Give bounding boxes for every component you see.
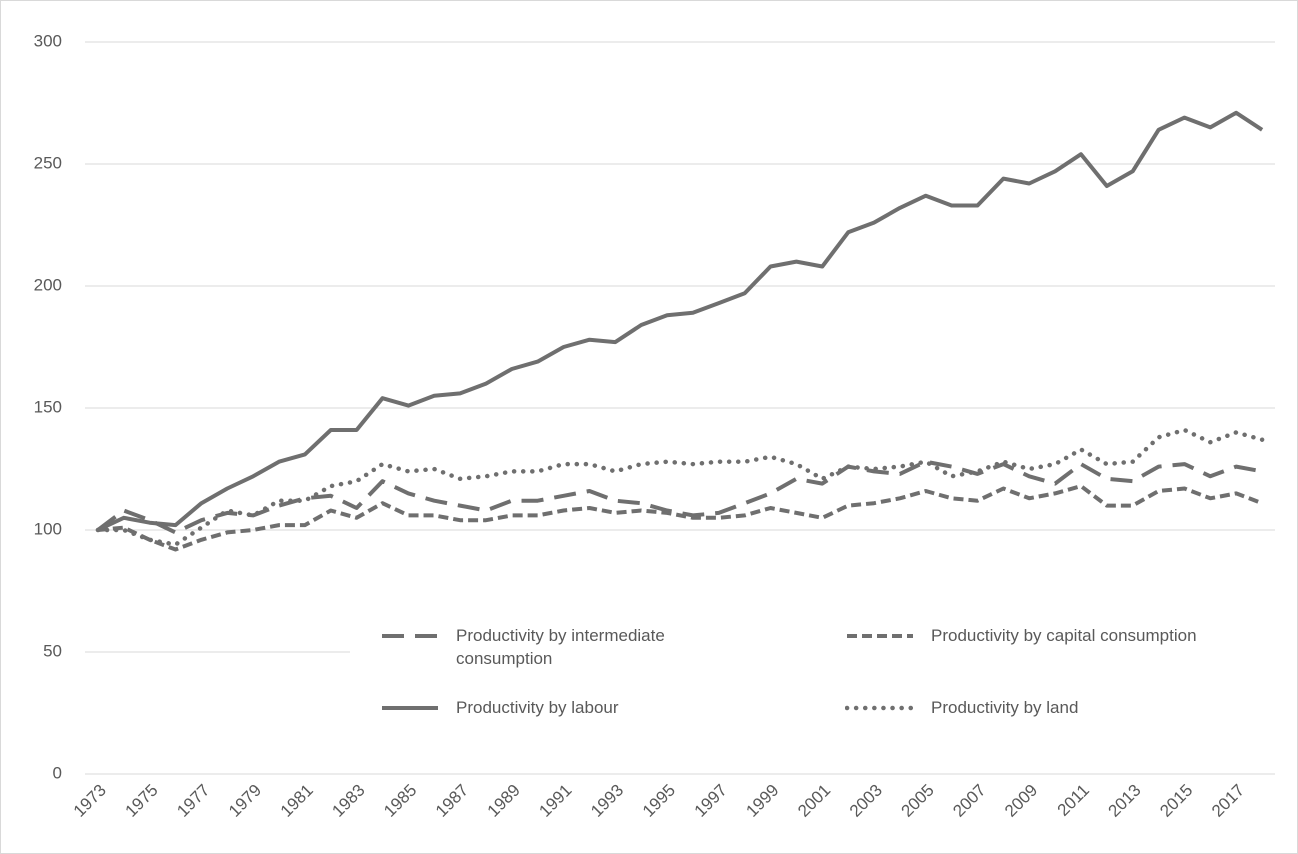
x-tick-label: 1977	[173, 781, 213, 821]
legend-label: Productivity by intermediate consumption	[456, 626, 665, 668]
y-tick-label: 200	[34, 275, 62, 294]
series-line	[97, 484, 1263, 552]
x-tick-label: 1995	[639, 781, 679, 821]
x-tick-label: 1973	[70, 781, 110, 821]
x-tick-label: 1997	[691, 781, 731, 821]
x-tick-label: 1979	[225, 781, 265, 821]
series-line	[96, 459, 1263, 535]
x-tick-label: 1985	[380, 781, 420, 821]
legend-label: Productivity by labour	[456, 698, 619, 717]
y-tick-label: 100	[34, 519, 62, 538]
series-line	[97, 110, 1264, 532]
y-tick-label: 300	[34, 31, 62, 50]
y-tick-label: 0	[53, 763, 62, 782]
legend-label: Productivity by capital consumption	[931, 626, 1197, 645]
x-tick-label: 1989	[484, 781, 524, 821]
legend-item: Productivity by capital consumption	[845, 624, 1197, 647]
legend: Productivity by intermediate consumption…	[350, 612, 1275, 724]
x-tick-label: 2009	[1001, 781, 1041, 821]
legend-item: Productivity by land	[845, 696, 1078, 719]
legend-swatch	[382, 706, 438, 710]
x-tick-label: 2007	[949, 781, 989, 821]
x-tick-label: 1991	[535, 781, 575, 821]
legend-swatch	[382, 634, 438, 638]
x-tick-label: 2003	[846, 781, 886, 821]
x-tick-label: 2017	[1208, 781, 1248, 821]
legend-swatch	[847, 634, 913, 638]
x-tick-label: 2011	[1054, 781, 1093, 820]
x-tick-label: 2001	[794, 781, 834, 821]
y-tick-label: 250	[34, 153, 62, 172]
legend-item: Productivity by intermediate consumption	[380, 624, 686, 670]
x-tick-label: 1987	[432, 781, 472, 821]
series-line	[95, 427, 1265, 547]
x-tick-label: 2005	[898, 781, 938, 821]
x-tick-label: 1993	[587, 781, 627, 821]
x-tick-label: 1975	[121, 781, 161, 821]
legend-label: Productivity by land	[931, 698, 1079, 717]
legend-swatch	[845, 705, 915, 711]
x-tick-label: 2013	[1105, 781, 1145, 821]
x-tick-label: 1983	[328, 781, 368, 821]
x-tick-label: 1999	[742, 781, 782, 821]
legend-item: Productivity by labour	[380, 696, 619, 719]
x-tick-label: 1981	[277, 781, 317, 821]
y-tick-label: 150	[34, 397, 62, 416]
x-tick-label: 2015	[1156, 781, 1196, 821]
y-tick-label: 50	[43, 641, 62, 660]
